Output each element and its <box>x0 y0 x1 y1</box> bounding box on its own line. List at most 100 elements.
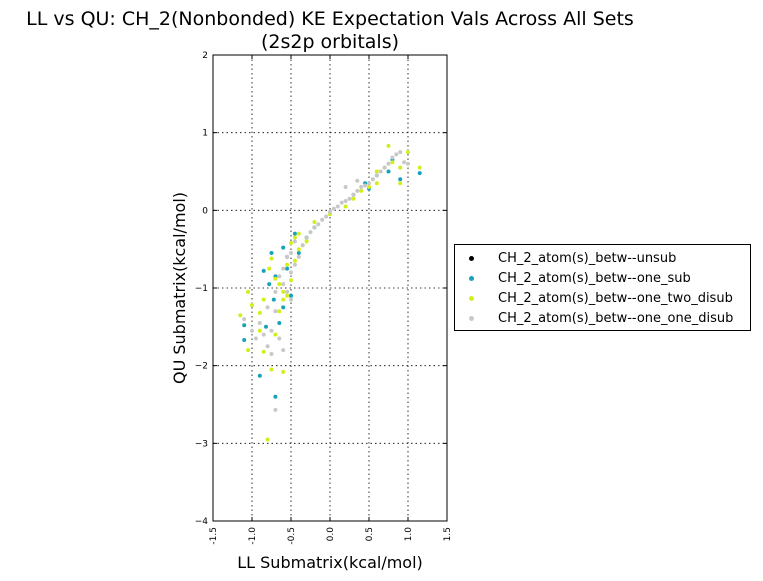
data-point-series-2 <box>281 289 286 294</box>
data-point-series-3 <box>367 181 371 186</box>
y-tick-label: 0 <box>202 206 208 216</box>
data-point-series-3 <box>269 352 274 356</box>
data-point-series-3 <box>355 188 360 193</box>
data-point-series-2 <box>285 293 290 298</box>
legend-label: CH_2_atom(s)_betw--one_one_disub <box>498 311 734 326</box>
data-point-series-1 <box>289 293 293 298</box>
x-tick-label: -1.5 <box>209 527 219 545</box>
data-point-series-3 <box>285 289 290 294</box>
data-point-series-2 <box>250 303 254 308</box>
x-tick-label: -1.0 <box>248 527 258 545</box>
data-point-series-2 <box>386 143 391 148</box>
data-point-series-2 <box>261 349 266 354</box>
data-point-series-2 <box>367 185 371 189</box>
data-point-series-3 <box>343 199 348 203</box>
data-point-series-2 <box>351 196 356 201</box>
data-point-series-2 <box>374 181 379 186</box>
legend-item: CH_2_atom(s)_betw--one_sub <box>455 270 750 290</box>
y-axis-label: QU Submatrix(kcal/mol) <box>170 192 189 384</box>
chart-title: LL vs QU: CH_2(Nonbonded) KE Expectation… <box>26 8 634 30</box>
data-point-series-3 <box>359 185 364 189</box>
data-point-series-2 <box>281 369 286 374</box>
data-point-series-3 <box>281 266 286 271</box>
data-point-series-3 <box>351 192 356 197</box>
data-point-series-3 <box>382 165 387 170</box>
data-point-series-1 <box>281 245 286 250</box>
data-points <box>238 143 422 442</box>
data-point-series-1 <box>271 297 276 302</box>
axis-ticks <box>212 54 448 522</box>
data-point-series-2 <box>359 188 364 193</box>
data-point-series-2 <box>406 150 410 155</box>
data-point-series-3 <box>277 274 282 279</box>
data-point-series-1 <box>267 282 272 287</box>
legend-marker <box>469 296 474 301</box>
data-point-series-1 <box>257 373 262 378</box>
y-tick-label: −2 <box>195 362 208 372</box>
legend-item: CH_2_atom(s)_betw--unsub <box>455 250 750 270</box>
legend-label: CH_2_atom(s)_betw--one_sub <box>498 271 691 286</box>
data-point-series-1 <box>296 251 301 255</box>
data-point-series-3 <box>281 348 286 353</box>
data-point-series-1 <box>273 394 278 399</box>
data-point-series-3 <box>296 254 301 259</box>
data-point-series-2 <box>289 278 293 283</box>
data-point-series-1 <box>281 305 286 310</box>
x-tick-label: 1.5 <box>443 527 453 541</box>
data-point-series-1 <box>242 338 247 342</box>
data-point-series-3 <box>316 222 321 227</box>
data-point-series-2 <box>285 262 290 267</box>
data-point-series-3 <box>269 328 274 333</box>
data-point-series-3 <box>265 344 270 349</box>
data-point-series-3 <box>324 214 329 219</box>
legend-marker <box>469 316 474 321</box>
data-point-series-2 <box>304 239 309 244</box>
data-point-series-1 <box>242 323 247 328</box>
data-point-series-3 <box>374 173 379 178</box>
data-point-series-3 <box>347 196 352 201</box>
data-point-series-2 <box>312 220 317 224</box>
data-point-series-3 <box>331 206 336 211</box>
y-tick-label: −1 <box>195 284 208 294</box>
data-point-series-3 <box>304 235 309 240</box>
x-tick-label: 1.0 <box>404 527 414 542</box>
data-point-series-1 <box>285 266 290 271</box>
legend-label: CH_2_atom(s)_betw--unsub <box>498 251 677 266</box>
data-point-series-3 <box>343 185 348 189</box>
data-point-series-3 <box>250 328 254 333</box>
data-point-series-3 <box>289 297 293 302</box>
data-point-series-2 <box>398 181 403 186</box>
data-point-series-2 <box>269 367 274 372</box>
data-point-series-3 <box>273 309 278 314</box>
data-point-series-2 <box>390 160 395 165</box>
data-point-series-2 <box>296 247 301 252</box>
data-point-series-3 <box>386 161 391 166</box>
data-point-series-2 <box>273 332 278 337</box>
data-point-series-2 <box>281 297 286 302</box>
data-point-series-2 <box>246 348 251 353</box>
legend-item: CH_2_atom(s)_betw--one_two_disub <box>455 290 750 310</box>
data-point-series-3 <box>335 204 340 209</box>
data-point-series-2 <box>257 310 262 315</box>
legend-item: CH_2_atom(s)_betw--one_one_disub <box>455 310 750 330</box>
data-point-series-3 <box>257 321 262 325</box>
data-point-series-3 <box>292 239 297 244</box>
chart-subtitle: (2s2p orbitals) <box>260 31 400 53</box>
data-point-series-2 <box>265 437 270 442</box>
data-point-series-2 <box>343 204 348 209</box>
data-point-series-3 <box>394 152 399 157</box>
data-point-series-1 <box>292 231 297 236</box>
data-point-series-2 <box>277 282 282 287</box>
data-point-series-2 <box>261 297 266 302</box>
data-point-series-2 <box>273 276 278 281</box>
y-tick-label: 2 <box>202 51 208 61</box>
data-point-series-2 <box>289 241 293 245</box>
data-point-series-2 <box>257 328 262 333</box>
data-point-series-3 <box>253 336 258 341</box>
legend-marker <box>469 256 474 261</box>
data-point-series-2 <box>417 165 422 170</box>
data-point-series-2 <box>238 313 243 318</box>
data-point-series-3 <box>281 282 286 287</box>
data-point-series-3 <box>378 169 383 174</box>
